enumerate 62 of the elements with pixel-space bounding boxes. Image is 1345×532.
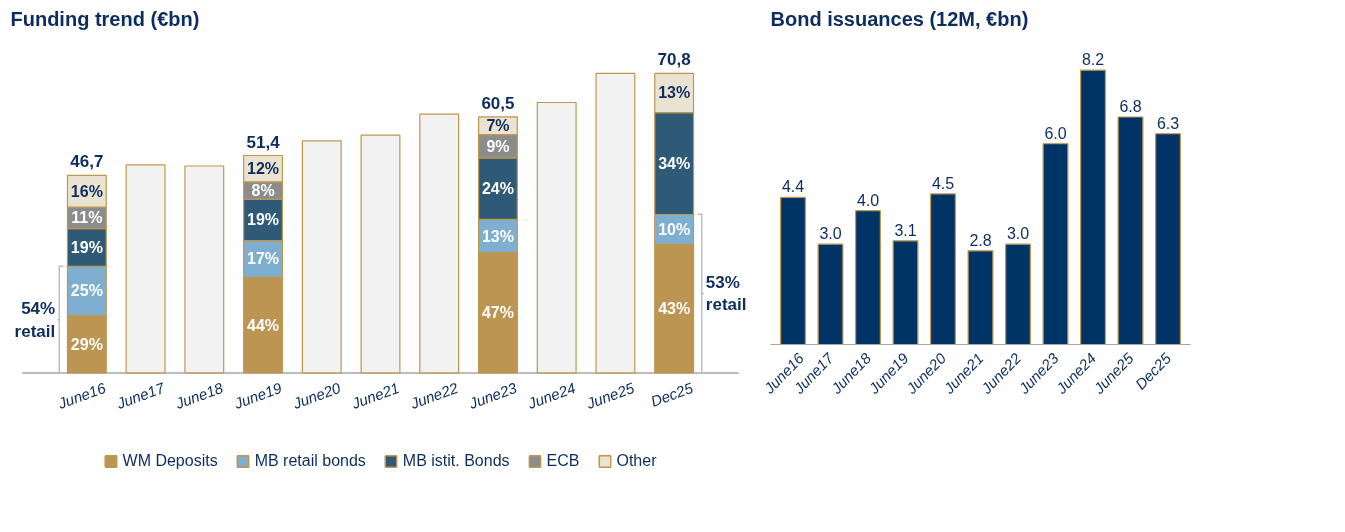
bar xyxy=(125,164,166,374)
chart-title: Funding trend (€bn) xyxy=(10,7,200,30)
annotation: 12% xyxy=(247,160,280,178)
legend-label: Other xyxy=(616,452,657,470)
bar xyxy=(595,72,636,374)
chart-title: Bond issuances (12M, €bn) xyxy=(770,7,1029,30)
bar xyxy=(1080,69,1106,345)
bar xyxy=(817,243,844,345)
annotation: 51,4 xyxy=(246,132,281,152)
bar xyxy=(892,240,919,345)
annotation: 16% xyxy=(70,182,103,200)
annotation: 13% xyxy=(658,84,691,102)
annotation: 17% xyxy=(247,250,280,268)
annotation: 9% xyxy=(486,137,510,155)
bar xyxy=(1042,143,1069,345)
annotation: 13% xyxy=(481,227,514,245)
bar xyxy=(855,210,881,345)
data-label: 4.5 xyxy=(931,174,955,192)
bar xyxy=(301,140,342,374)
data-label: 2.8 xyxy=(969,231,992,249)
bar xyxy=(184,165,225,374)
data-label: 6.8 xyxy=(1119,98,1142,115)
annotation: 70,8 xyxy=(657,50,691,70)
bar xyxy=(1155,133,1181,345)
data-label: 4.4 xyxy=(781,178,805,196)
annotation: 46,7 xyxy=(70,152,104,172)
annotation: 7% xyxy=(486,117,510,135)
bar xyxy=(967,250,994,345)
x-tick-label: Dec25 xyxy=(648,378,696,410)
legend-label: MB istit. Bonds xyxy=(402,452,510,470)
bar xyxy=(780,196,806,345)
bar xyxy=(1005,243,1031,345)
bar xyxy=(360,134,401,374)
data-label: 8.2 xyxy=(1081,51,1105,69)
annotation: 10% xyxy=(658,220,691,238)
data-label: 3.0 xyxy=(1006,225,1030,243)
annotation: 43% xyxy=(658,300,691,318)
data-label: 4.0 xyxy=(856,191,880,209)
data-label: 6.0 xyxy=(1044,124,1067,142)
annotation: 29% xyxy=(70,335,103,353)
annotation: 19% xyxy=(247,211,280,229)
annotation: 47% xyxy=(481,304,514,322)
data-label: 3.0 xyxy=(819,225,842,243)
bar xyxy=(536,101,577,374)
annotation: 24% xyxy=(481,179,514,197)
annotation: 19% xyxy=(70,238,103,256)
legend-label: ECB xyxy=(546,452,580,470)
data-label: 6.3 xyxy=(1156,114,1180,132)
annotation: 53% retail xyxy=(705,272,747,315)
legend-label: MB retail bonds xyxy=(254,452,366,470)
annotation: 54% retail xyxy=(14,298,56,341)
bar xyxy=(419,113,460,374)
annotation: 8% xyxy=(251,182,275,200)
annotation: 44% xyxy=(247,316,280,334)
bar xyxy=(930,193,956,345)
annotation: 25% xyxy=(70,282,103,300)
legend-label: WM Deposits xyxy=(122,452,218,470)
bar xyxy=(1117,116,1144,345)
annotation: 34% xyxy=(658,155,691,173)
annotation: 11% xyxy=(71,209,103,227)
data-label: 3.1 xyxy=(894,221,917,239)
annotation: 60,5 xyxy=(481,93,515,113)
